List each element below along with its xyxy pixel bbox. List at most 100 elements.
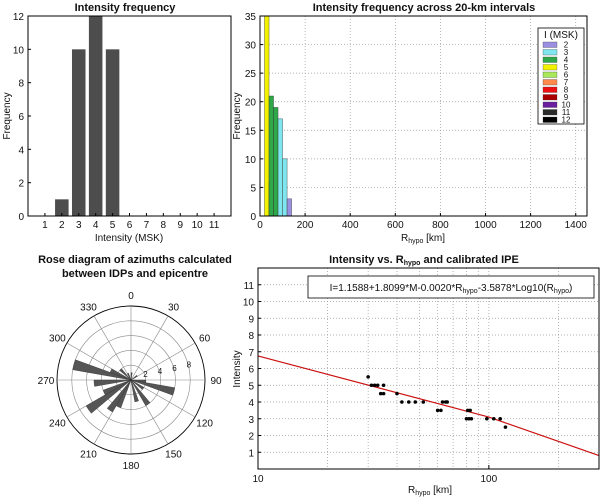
p2-bar-2	[268, 95, 274, 217]
p4-annotation-box	[307, 275, 595, 299]
p3-angle-label-60: 60	[199, 334, 211, 345]
p4-eq-post: )	[569, 283, 572, 294]
p4-x-tick-label: 100	[481, 474, 498, 485]
p3-angle-label-30: 30	[168, 302, 180, 313]
p1-y-tick-label: 6	[18, 112, 24, 123]
p3-title-line1: Rose diagram of azimuths calculated	[38, 254, 232, 266]
p3-sector-105	[130, 379, 175, 396]
p1-x-tick-label: 9	[177, 220, 183, 231]
p3-sector-335	[127, 372, 132, 381]
p4-point-4	[378, 391, 383, 396]
p3-sectors	[72, 359, 175, 414]
p2-legend-swatch-6	[542, 71, 558, 78]
p4-title-sub: hypo	[404, 260, 421, 267]
p3-sector-285	[72, 359, 132, 381]
p3-sector-145	[130, 379, 151, 406]
p2-legend-label-3: 3	[564, 48, 569, 57]
p2-legend-swatch-10	[542, 101, 558, 108]
p4-y-tick-label: 11	[244, 281, 255, 292]
p4-point-25	[503, 425, 508, 429]
p3-spoke	[130, 342, 196, 381]
p4-title: Intensity vs. Rhypo and calibrated IPE	[329, 254, 519, 267]
p4-eq-sub1: hypo	[463, 288, 478, 295]
p2-legend-label-8: 8	[564, 86, 569, 95]
p2-x-axis-label-sub: hypo	[408, 238, 423, 245]
p2-bar-3	[273, 107, 279, 217]
p1-title: Intensity frequency	[75, 2, 177, 14]
p3-sector-165	[130, 379, 139, 403]
p1-x-tick-label: 1	[42, 220, 48, 231]
p1-x-tick-label: 3	[76, 220, 82, 231]
p3-sector-265	[93, 379, 132, 387]
p2-legend-swatch-4	[542, 56, 558, 63]
p1-y-tick-label: 10	[13, 45, 25, 56]
p4-x-axis-label-main: R	[408, 485, 415, 496]
p4-eq-pre: I=1.1588+1.8099*M-0.0020*R	[330, 283, 463, 294]
p2-x-tick-label: 1000	[474, 220, 497, 231]
p2-axes-box	[259, 15, 588, 217]
p4-x-ticks: 10 100	[252, 465, 498, 485]
p4-point-11	[421, 400, 426, 404]
p2-y-tick-label: 10	[245, 155, 257, 166]
p1-y-tick-label: 4	[18, 145, 24, 156]
p2-legend-swatch-2	[542, 41, 558, 48]
p4-y-tick-label: 1	[248, 448, 254, 459]
p2-x-tick-label: 1400	[565, 220, 588, 231]
p3-sector-215	[106, 379, 132, 413]
p3-spoke	[93, 315, 132, 381]
distance-interval-chart: Intensity frequency across 20-km interva…	[232, 2, 588, 245]
p3-sector-55	[130, 374, 138, 381]
p4-y-tick-label: 8	[248, 331, 254, 342]
p4-title-pre: Intensity vs. R	[329, 254, 404, 266]
p4-equation: I=1.1588+1.8099*M-0.0020*Rhypo-3.5878*Lo…	[330, 283, 573, 295]
p2-y-axis-label: Frequency	[232, 92, 243, 139]
p4-y-axis-label: Intensity	[232, 350, 243, 387]
p2-bar-4	[277, 118, 283, 217]
p4-point-13	[439, 408, 443, 413]
p2-legend-label-6: 6	[564, 71, 569, 80]
p2-bar-6	[286, 198, 292, 217]
p2-x-tick-label: 0	[257, 220, 263, 231]
p3-sector-245	[102, 379, 132, 396]
p2-legend-label-10: 10	[562, 101, 571, 110]
p1-axes-box	[27, 15, 232, 217]
p4-y-tick-label: 10	[243, 298, 255, 309]
p3-angle-label-0: 0	[128, 291, 134, 302]
p2-y-tick-label: 15	[245, 126, 257, 137]
p2-legend-swatch-5	[542, 64, 558, 71]
p4-eq-mid: -3.5878*Log10(R	[478, 283, 554, 294]
p4-point-3	[375, 383, 380, 388]
p4-x-axis-label: Rhypo [km]	[408, 485, 452, 497]
p4-y-tick-label: 5	[248, 381, 254, 392]
p2-y-tick-label: 0	[250, 212, 256, 223]
p4-eq-sub2: hypo	[554, 288, 569, 295]
p4-x-axis-label-unit: [km]	[430, 485, 452, 496]
p2-legend-label-9: 9	[564, 93, 569, 102]
p3-sector-235	[85, 379, 132, 414]
p4-point-16	[445, 400, 449, 404]
p4-point-23	[491, 416, 496, 421]
p4-point-14	[440, 400, 445, 404]
p3-sector-125	[130, 379, 145, 390]
p2-legend-swatch-9	[542, 94, 558, 101]
p1-x-tick-label: 6	[127, 220, 133, 231]
p1-bar-4	[88, 16, 103, 216]
p3-radial-tick-6: 6	[172, 364, 177, 373]
p4-point-17	[464, 416, 469, 421]
p3-radial-tick-4: 4	[158, 367, 163, 376]
p3-sector-5	[130, 372, 133, 381]
p2-x-tick-label: 200	[297, 220, 314, 231]
p2-x-axis-label: Rhypo [km]	[401, 233, 445, 245]
p4-point-12	[435, 408, 440, 413]
p3-angle-label-150: 150	[165, 450, 182, 461]
p2-legend-swatch-11	[542, 109, 558, 116]
p2-x-axis-label-main: R	[401, 233, 408, 244]
p4-data-points	[366, 375, 508, 429]
p1-y-tick-label: 2	[18, 179, 24, 190]
p2-legend-label-2: 2	[564, 41, 569, 50]
p2-y-tick-label: 20	[245, 98, 257, 109]
p4-y-tick-label: 4	[248, 398, 254, 409]
p2-legend-swatch-7	[542, 79, 558, 86]
